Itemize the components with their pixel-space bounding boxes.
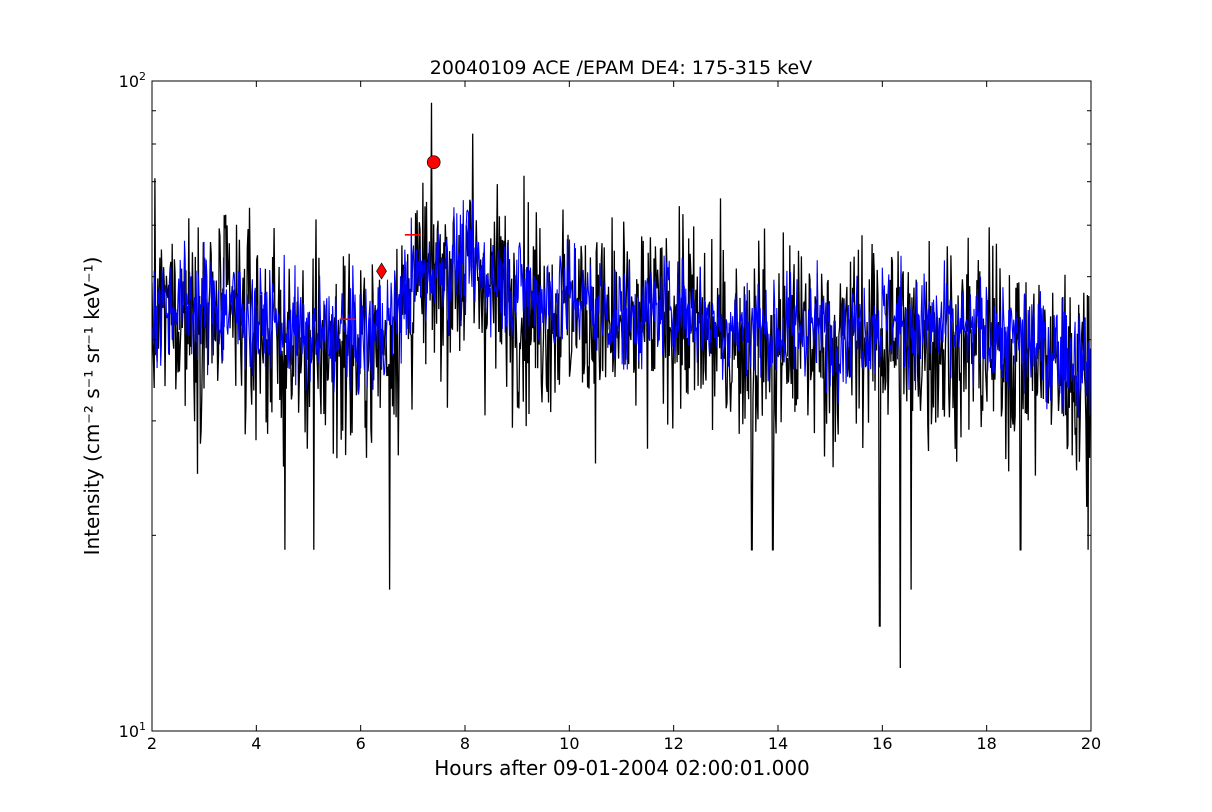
y-tick-label: 101 bbox=[119, 720, 146, 741]
x-tick-label: 8 bbox=[460, 734, 470, 753]
marker-diamond-2 bbox=[376, 262, 387, 280]
axis-ticks: 2 4 6 8 10 12 14 16 18 20 101 102 bbox=[119, 70, 1102, 753]
x-tick-label: 14 bbox=[768, 734, 788, 753]
chart-title: 20040109 ACE /EPAM DE4: 175-315 keV bbox=[430, 57, 812, 79]
x-tick-label: 4 bbox=[251, 734, 261, 753]
x-tick-label: 18 bbox=[976, 734, 996, 753]
x-axis-label: Hours after 09-01-2004 02:00:01.000 bbox=[434, 756, 810, 780]
x-tick-label: 6 bbox=[356, 734, 366, 753]
axes-frame bbox=[151, 80, 1092, 732]
x-tick-label: 12 bbox=[663, 734, 683, 753]
x-tick-label: 2 bbox=[147, 734, 157, 753]
y-axis-label: Intensity (cm⁻² s⁻¹ sr⁻¹ keV⁻¹) bbox=[80, 257, 104, 556]
y-tick-label: 102 bbox=[119, 70, 146, 91]
marker-circle-1 bbox=[426, 155, 441, 170]
plot-area bbox=[152, 102, 1091, 669]
x-tick-label: 16 bbox=[872, 734, 892, 753]
series-line-2 bbox=[152, 199, 1091, 418]
x-tick-label: 10 bbox=[559, 734, 579, 753]
x-tick-label: 20 bbox=[1081, 734, 1101, 753]
